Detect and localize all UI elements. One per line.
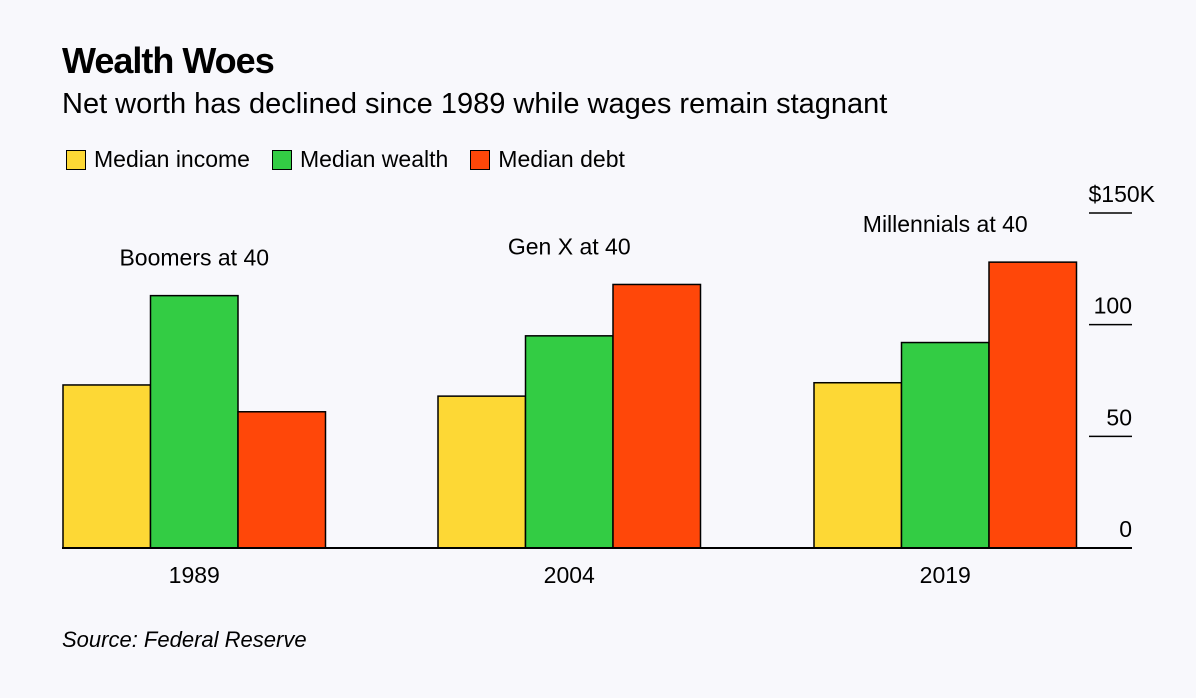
bar-1989-median-wealth [149,294,239,549]
group-label: Millennials at 40 [863,211,1028,237]
bar-2019-median-income [813,381,903,549]
y-tick-label: 0 [1119,516,1132,542]
legend-swatch-income [66,149,86,170]
bar-2019-median-debt [988,261,1078,549]
bar-2004-median-income [437,395,527,549]
x-tick-label: 2004 [544,562,595,588]
bar-2019-median-wealth [900,341,990,549]
legend-swatch-wealth [271,149,292,170]
legend-swatch-debt [470,149,491,170]
legend-item-wealth: Median wealth [271,146,449,173]
group-label: Gen X at 40 [508,233,631,259]
x-tick-label: 1989 [169,562,220,588]
chart-title: Wealth Woes [62,40,275,81]
legend-item-debt: Median debt [470,146,625,173]
legend-item-income: Median income [66,146,250,173]
y-tick-label: 50 [1106,404,1132,430]
bar-1989-median-debt [237,411,327,549]
bar-2004-median-wealth [524,335,614,549]
legend-label-debt: Median debt [498,146,625,172]
legend: Median income Median wealth Median debt [66,146,647,173]
y-tick-label: 100 [1094,293,1132,319]
bar-1989-median-income [62,384,152,549]
legend-label-wealth: Median wealth [299,146,449,172]
chart-subtitle: Net worth has declined since 1989 while … [62,88,888,120]
y-tick-label: $150K [1088,181,1155,207]
source-note: Source: Federal Reserve [62,627,307,652]
legend-label-income: Median income [94,146,250,172]
bar-2004-median-debt [612,283,702,549]
x-tick-label: 2019 [920,562,971,588]
group-label: Boomers at 40 [119,245,269,271]
